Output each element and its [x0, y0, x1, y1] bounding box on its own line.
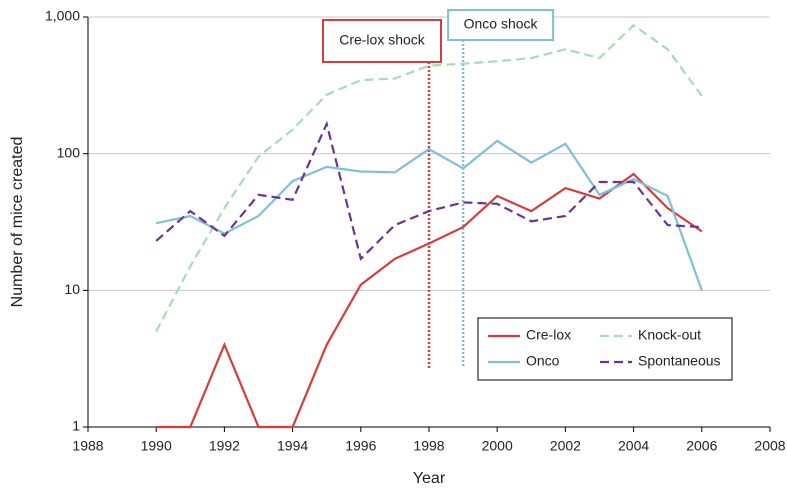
x-tick-label: 2004: [618, 438, 649, 454]
legend-label: Spontaneous: [638, 353, 721, 369]
legend-box: [477, 317, 733, 381]
y-tick-label: 1: [72, 418, 80, 434]
x-tick-label: 1998: [413, 438, 444, 454]
x-axis-title: Year: [413, 470, 446, 487]
x-tick-label: 2002: [550, 438, 581, 454]
annotation-text: Cre-lox shock: [339, 32, 426, 48]
y-tick-label: 1,000: [45, 8, 80, 24]
y-axis-title: Number of mice created: [9, 137, 26, 308]
x-tick-label: 2000: [482, 438, 513, 454]
x-tick-label: 2008: [754, 438, 785, 454]
legend-label: Knock-out: [638, 327, 701, 343]
x-tick-label: 1988: [72, 438, 103, 454]
series-line: [155, 120, 702, 261]
y-tick-label: 10: [64, 281, 80, 297]
annotation-text: Onco shock: [464, 16, 539, 32]
x-tick-label: 1992: [209, 438, 240, 454]
annotation-box: [447, 9, 555, 41]
x-tick-label: 1990: [141, 438, 172, 454]
x-tick-label: 1994: [277, 438, 308, 454]
series-line: [155, 139, 703, 291]
legend-label: Onco: [526, 353, 560, 369]
series-line: [155, 23, 703, 333]
legend-label: Cre-lox: [526, 327, 571, 343]
x-tick-label: 2006: [686, 438, 717, 454]
x-tick-label: 1996: [345, 438, 376, 454]
annotation-box: [322, 19, 442, 63]
y-tick-label: 100: [57, 144, 81, 160]
